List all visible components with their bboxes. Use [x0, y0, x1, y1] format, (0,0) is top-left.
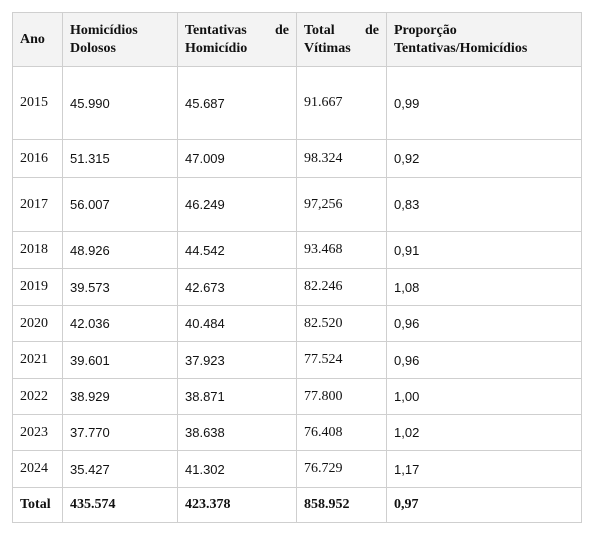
cell: 47.009 — [177, 139, 297, 178]
cell: 38.871 — [177, 378, 297, 415]
header-cell: Proporção Tentativas/Homicídios — [386, 12, 582, 67]
data-row: 2015 45.990 45.687 91.667 0,99 — [12, 66, 582, 140]
cell: 77.524 — [296, 341, 387, 379]
total-cell: Total — [12, 487, 63, 523]
cell: 37.770 — [62, 414, 178, 451]
cell: 1,08 — [386, 268, 582, 306]
cell: 97,256 — [296, 177, 387, 232]
total-cell: 0,97 — [386, 487, 582, 523]
cell: 42.673 — [177, 268, 297, 306]
cell: 2020 — [12, 305, 63, 342]
cell: 0,91 — [386, 231, 582, 269]
data-table: Ano Homicídios Dolosos Tentativas de Homic… — [12, 12, 582, 523]
cell: 2017 — [12, 177, 63, 232]
cell: 0,99 — [386, 66, 582, 140]
cell: 2021 — [12, 341, 63, 379]
cell: 0,96 — [386, 341, 582, 379]
header-cell: Ano — [12, 12, 63, 67]
cell: 38.929 — [62, 378, 178, 415]
cell: 2015 — [12, 66, 63, 140]
data-row: 2024 35.427 41.302 76.729 1,17 — [12, 450, 582, 488]
cell: 2018 — [12, 231, 63, 269]
cell: 77.800 — [296, 378, 387, 415]
cell: 40.484 — [177, 305, 297, 342]
cell: 42.036 — [62, 305, 178, 342]
cell: 51.315 — [62, 139, 178, 178]
data-row: 2016 51.315 47.009 98.324 0,92 — [12, 139, 582, 178]
cell: 1,17 — [386, 450, 582, 488]
header-row: Ano Homicídios Dolosos Tentativas de Homic… — [12, 12, 582, 67]
total-cell: 435.574 — [62, 487, 178, 523]
cell: 2019 — [12, 268, 63, 306]
cell: 38.638 — [177, 414, 297, 451]
cell: 46.249 — [177, 177, 297, 232]
cell: 2023 — [12, 414, 63, 451]
cell: 82.246 — [296, 268, 387, 306]
cell: 1,02 — [386, 414, 582, 451]
cell: 44.542 — [177, 231, 297, 269]
data-row: 2021 39.601 37.923 77.524 0,96 — [12, 341, 582, 379]
data-row: 2023 37.770 38.638 76.408 1,02 — [12, 414, 582, 451]
cell: 37.923 — [177, 341, 297, 379]
cell: 0,83 — [386, 177, 582, 232]
cell: 98.324 — [296, 139, 387, 178]
header-cell: Homicídios Dolosos — [62, 12, 178, 67]
cell: 45.687 — [177, 66, 297, 140]
cell: 39.573 — [62, 268, 178, 306]
total-cell: 858.952 — [296, 487, 387, 523]
cell: 45.990 — [62, 66, 178, 140]
data-row: 2017 56.007 46.249 97,256 0,83 — [12, 177, 582, 232]
cell: 1,00 — [386, 378, 582, 415]
cell: 0,96 — [386, 305, 582, 342]
data-row: 2018 48.926 44.542 93.468 0,91 — [12, 231, 582, 269]
cell: 91.667 — [296, 66, 387, 140]
cell: 82.520 — [296, 305, 387, 342]
cell: 76.408 — [296, 414, 387, 451]
cell: 39.601 — [62, 341, 178, 379]
total-cell: 423.378 — [177, 487, 297, 523]
cell: 2024 — [12, 450, 63, 488]
data-row: 2022 38.929 38.871 77.800 1,00 — [12, 378, 582, 415]
cell: 93.468 — [296, 231, 387, 269]
cell: 56.007 — [62, 177, 178, 232]
cell: 2016 — [12, 139, 63, 178]
cell: 48.926 — [62, 231, 178, 269]
total-row: Total 435.574 423.378 858.952 0,97 — [12, 487, 582, 523]
data-row: 2020 42.036 40.484 82.520 0,96 — [12, 305, 582, 342]
cell: 41.302 — [177, 450, 297, 488]
cell: 35.427 — [62, 450, 178, 488]
cell: 2022 — [12, 378, 63, 415]
header-cell: Tentativas de Homicídio — [177, 12, 297, 67]
cell: 76.729 — [296, 450, 387, 488]
header-cell: Total de Vítimas — [296, 12, 387, 67]
data-row: 2019 39.573 42.673 82.246 1,08 — [12, 268, 582, 306]
cell: 0,92 — [386, 139, 582, 178]
